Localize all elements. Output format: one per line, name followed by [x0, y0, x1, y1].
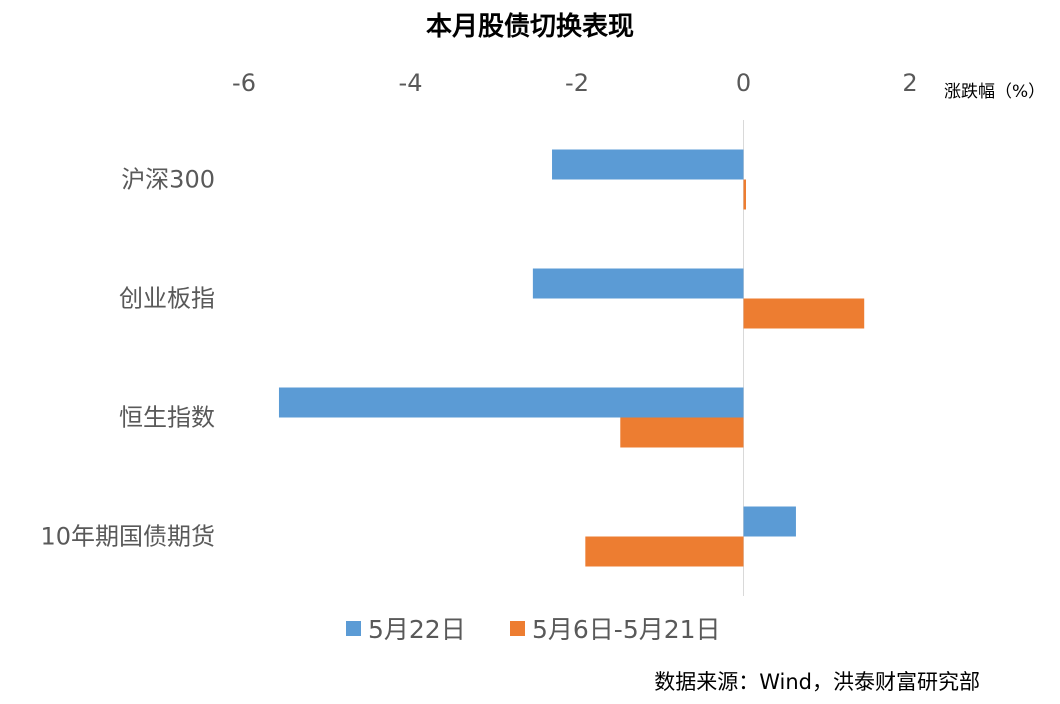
chart-title: 本月股债切换表现 [425, 12, 634, 42]
category-label: 沪深300 [121, 166, 215, 194]
bar-series-2 [620, 417, 744, 448]
legend: 5月22日 5月6日-5月21日 [346, 615, 721, 644]
legend-swatch [510, 621, 525, 636]
bar-series-2 [743, 179, 746, 210]
bars [278, 149, 865, 567]
x-tick-label: 2 [902, 69, 917, 97]
bar-series-1 [278, 387, 744, 418]
x-axis-ticks: -6 -4 -2 0 2 [232, 69, 918, 97]
category-label: 创业板指 [119, 285, 215, 313]
category-label: 10年期国债期货 [40, 523, 215, 551]
bar-series-1 [552, 149, 744, 180]
x-tick-label: -4 [399, 69, 423, 97]
bar-series-2 [743, 298, 865, 329]
source-note: 数据来源：Wind，洪泰财富研究部 [654, 670, 980, 694]
x-tick-label: -6 [232, 69, 256, 97]
x-tick-label: -2 [565, 69, 589, 97]
category-label: 恒生指数 [119, 404, 215, 432]
legend-label: 5月6日-5月21日 [532, 615, 721, 644]
legend-swatch [346, 621, 361, 636]
bar-series-2 [585, 536, 744, 567]
x-axis-unit-label: 涨跌幅（%） [944, 82, 1045, 102]
x-tick-label: 0 [736, 69, 751, 97]
bar-series-1 [532, 268, 744, 299]
legend-label: 5月22日 [368, 615, 466, 644]
bar-series-1 [743, 506, 796, 537]
